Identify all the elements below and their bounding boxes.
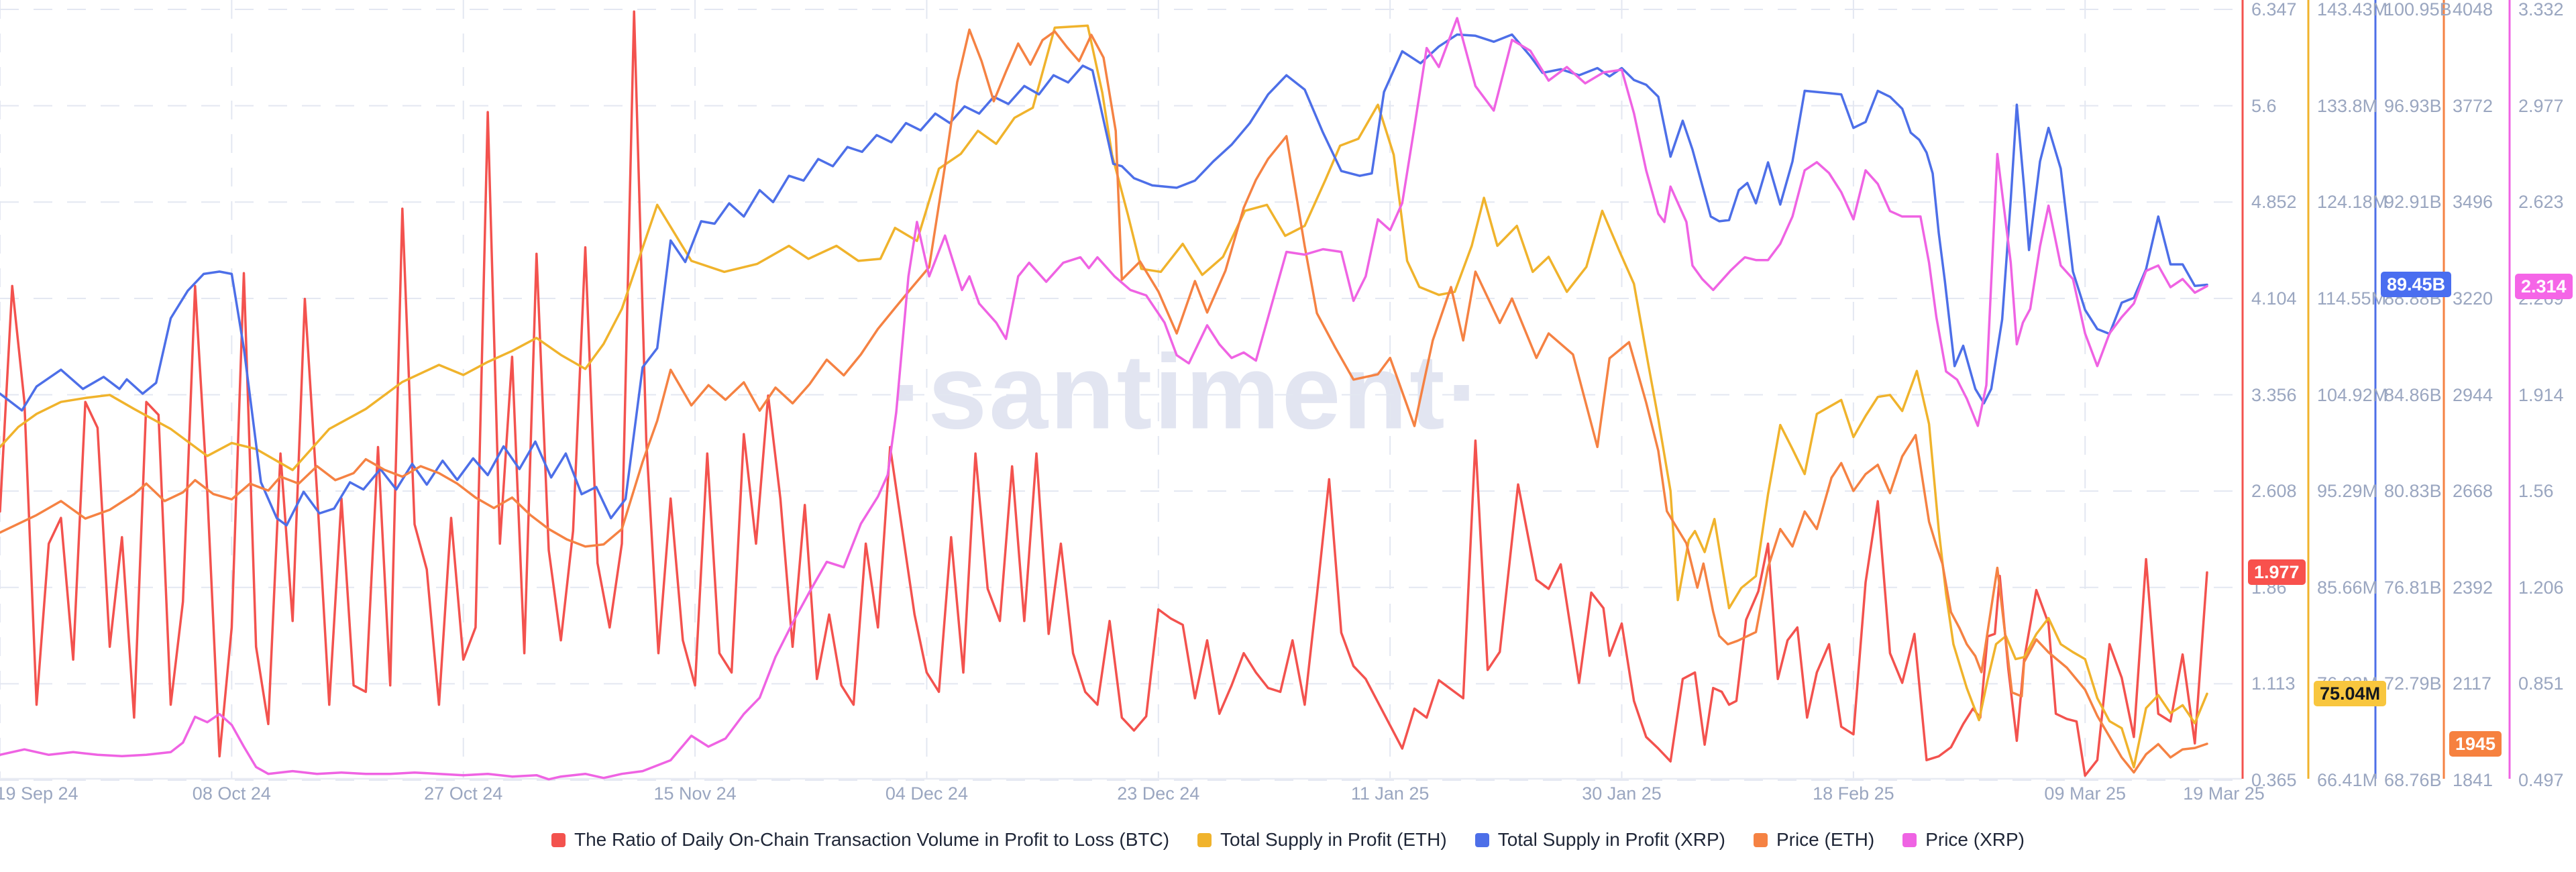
legend-color-swatch-icon — [1753, 832, 1768, 847]
y-tick-label: 68.76B — [2384, 770, 2442, 790]
y-tick-label: 1.914 — [2518, 384, 2564, 405]
y-tick-label: 4.852 — [2251, 192, 2297, 213]
y-tick-label: 3772 — [2453, 95, 2493, 116]
y-tick-label: 6.347 — [2251, 0, 2297, 19]
y-tick-label: 84.86B — [2384, 384, 2442, 405]
current-value-badge-xrp-price: 2.314 — [2515, 273, 2573, 299]
y-tick-label: 0.497 — [2518, 770, 2564, 790]
x-tick-label: 18 Feb 25 — [1813, 783, 1894, 804]
legend-color-swatch-icon — [551, 832, 566, 847]
legend-item-xrp-price[interactable]: Price (XRP) — [1902, 829, 2025, 851]
legend-item-eth-supply-profit[interactable]: Total Supply in Profit (ETH) — [1197, 829, 1447, 851]
legend-item-label: Price (XRP) — [1925, 829, 2025, 850]
x-tick-label: 19 Mar 25 — [2183, 783, 2265, 804]
y-tick-label: 96.93B — [2384, 95, 2442, 116]
y-tick-label: 133.8M — [2317, 95, 2378, 116]
legend-item-eth-price[interactable]: Price (ETH) — [1753, 829, 1875, 851]
x-tick-label: 08 Oct 24 — [192, 783, 271, 804]
y-tick-label: 104.92M — [2317, 384, 2388, 405]
y-tick-label: 1.206 — [2518, 577, 2564, 598]
y-tick-label: 2117 — [2453, 673, 2492, 694]
legend-item-xrp-supply-profit[interactable]: Total Supply in Profit (XRP) — [1474, 829, 1725, 851]
y-tick-label: 2944 — [2453, 384, 2493, 405]
x-tick-label: 04 Dec 24 — [885, 783, 968, 804]
x-tick-label: 30 Jan 25 — [1582, 783, 1662, 804]
y-tick-label: 1.113 — [2251, 673, 2296, 694]
series-line-btc-ratio[interactable] — [0, 10, 2208, 777]
x-tick-label: 23 Dec 24 — [1117, 783, 1200, 804]
series-line-eth-price[interactable] — [0, 28, 2208, 774]
legend-item-label: Total Supply in Profit (XRP) — [1497, 829, 1725, 850]
y-tick-label: 2668 — [2453, 481, 2493, 502]
y-tick-label: 124.18M — [2317, 192, 2388, 213]
y-tick-label: 2.623 — [2518, 192, 2564, 213]
y-tick-label: 143.43M — [2317, 0, 2388, 19]
y-tick-label: 1841 — [2453, 770, 2493, 790]
legend-item-label: Total Supply in Profit (ETH) — [1220, 829, 1447, 850]
y-tick-label: 76.81B — [2384, 577, 2442, 598]
x-tick-label: 27 Oct 24 — [424, 783, 503, 804]
y-tick-label: 100.95B — [2384, 0, 2452, 19]
y-tick-label: 80.83B — [2384, 481, 2442, 502]
x-tick-label: 11 Jan 25 — [1350, 783, 1430, 804]
y-tick-label: 95.29M — [2317, 481, 2378, 502]
y-tick-label: 5.6 — [2251, 95, 2277, 116]
y-tick-label: 3496 — [2453, 192, 2493, 213]
y-tick-label: 2.608 — [2251, 481, 2297, 502]
y-tick-label: 66.41M — [2317, 770, 2378, 790]
series-line-eth-supply-profit[interactable] — [0, 24, 2208, 769]
x-tick-label: 15 Nov 24 — [653, 783, 737, 804]
legend-item-label: The Ratio of Daily On-Chain Transaction … — [574, 829, 1170, 850]
legend-item-btc-ratio[interactable]: The Ratio of Daily On-Chain Transaction … — [551, 829, 1169, 851]
y-tick-label: 114.55M — [2317, 288, 2387, 309]
legend-item-label: Price (ETH) — [1776, 829, 1875, 850]
y-tick-label: 0.851 — [2518, 673, 2564, 694]
chart-legend: The Ratio of Daily On-Chain Transaction … — [0, 829, 2576, 851]
legend-color-swatch-icon — [1902, 832, 1917, 847]
series-line-xrp-supply-profit[interactable] — [0, 33, 2208, 527]
y-tick-label: 2.977 — [2518, 95, 2564, 116]
series-line-xrp-price[interactable] — [0, 17, 2208, 781]
x-tick-label: 19 Sep 24 — [0, 783, 78, 804]
y-tick-label: 2392 — [2453, 577, 2493, 598]
y-tick-label: 3220 — [2453, 288, 2493, 309]
y-tick-label: 85.66M — [2317, 577, 2378, 598]
x-tick-label: 09 Mar 25 — [2044, 783, 2127, 804]
y-tick-label: 1.56 — [2518, 481, 2554, 502]
y-tick-label: 0.365 — [2251, 770, 2297, 790]
y-tick-label: 72.79B — [2384, 673, 2442, 694]
y-tick-label: 3.332 — [2518, 0, 2564, 19]
y-tick-label: 92.91B — [2384, 192, 2442, 213]
current-value-badge-btc-ratio: 1.977 — [2248, 559, 2306, 586]
y-tick-label: 4.104 — [2251, 288, 2297, 309]
current-value-badge-eth-price: 1945 — [2449, 730, 2502, 757]
legend-color-swatch-icon — [1197, 832, 1212, 847]
y-tick-label: 4048 — [2453, 0, 2493, 19]
current-value-badge-eth-supply-profit: 75.04M — [2314, 681, 2387, 707]
legend-color-swatch-icon — [1474, 832, 1489, 847]
y-tick-label: 3.356 — [2251, 384, 2297, 405]
current-value-badge-xrp-supply-profit: 89.45B — [2381, 272, 2452, 298]
